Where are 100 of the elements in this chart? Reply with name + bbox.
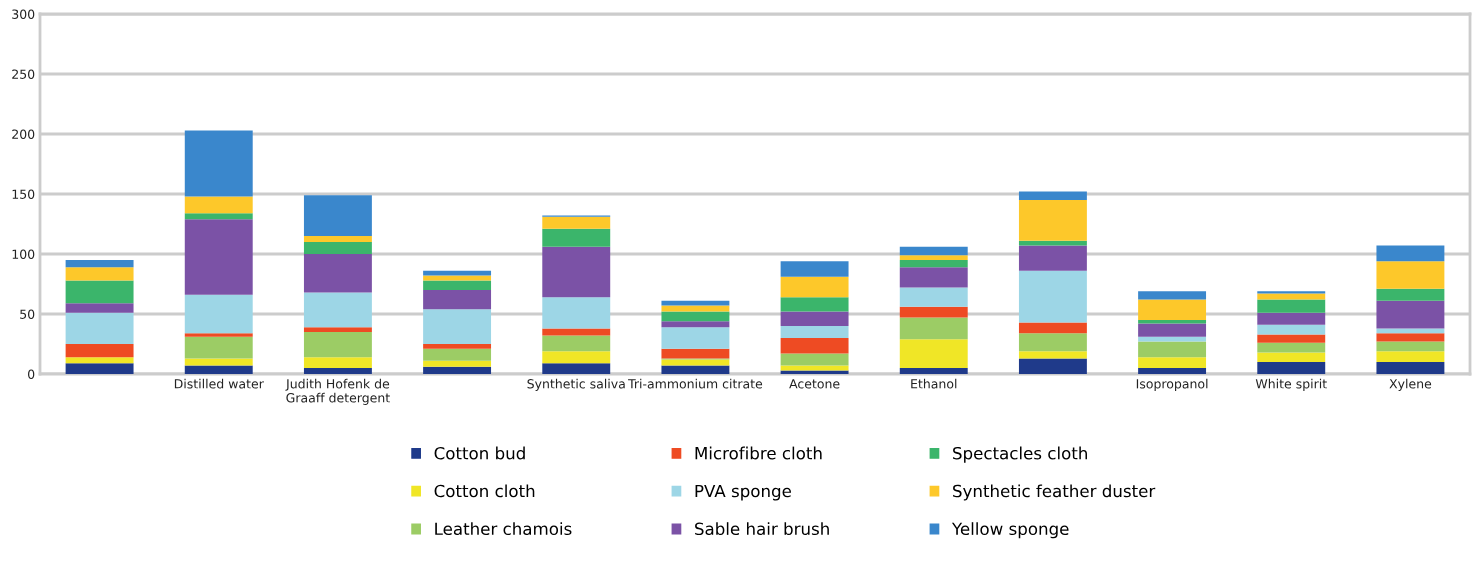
bar <box>1138 291 1207 300</box>
bar <box>65 260 134 268</box>
legend-label: Synthetic feather duster <box>953 484 1156 501</box>
y-tick-label: 250 <box>12 69 35 79</box>
legend-label: PVA sponge <box>695 484 791 501</box>
x-tick-label: Acetone <box>789 379 840 389</box>
y-tick-label: 300 <box>12 9 35 19</box>
bar <box>65 312 134 344</box>
bar <box>184 333 253 337</box>
bar <box>1138 341 1207 358</box>
bar <box>1376 300 1445 329</box>
bar <box>65 363 134 374</box>
bar <box>899 255 968 260</box>
bar <box>899 368 968 374</box>
bar <box>1018 322 1087 334</box>
bar <box>542 297 611 329</box>
bar <box>1257 352 1326 362</box>
y-tick-label: 200 <box>12 129 35 139</box>
bar <box>899 246 968 256</box>
bar <box>423 280 492 290</box>
y-tick-label: 50 <box>20 309 35 319</box>
bar <box>303 332 372 358</box>
bar <box>780 261 849 277</box>
x-tick-label: Judith Hofenk de Graaff detergent <box>285 378 390 405</box>
bar <box>423 366 492 374</box>
bar <box>423 344 492 349</box>
bar <box>780 338 849 354</box>
bar <box>542 216 611 229</box>
bar <box>303 357 372 368</box>
bar <box>423 309 492 344</box>
bar <box>661 311 730 322</box>
y-tick-label: 0 <box>28 369 35 379</box>
bar <box>899 267 968 288</box>
x-tick-label: Ethanol <box>911 378 957 389</box>
bar <box>1257 291 1326 294</box>
bar <box>1138 299 1207 320</box>
bar <box>184 294 253 334</box>
bar <box>1257 299 1326 313</box>
bar <box>1376 288 1445 301</box>
bar <box>1138 320 1207 324</box>
bar <box>184 365 253 374</box>
bar <box>899 260 968 268</box>
bar <box>899 317 968 340</box>
bar <box>423 348 492 361</box>
x-tick-label: Isopropanol <box>1136 378 1208 391</box>
bar <box>1138 357 1207 368</box>
bar <box>1257 342 1326 353</box>
bar <box>542 228 611 247</box>
bar <box>303 195 372 236</box>
bar <box>542 328 611 336</box>
x-tick-label: Distilled water <box>174 378 264 389</box>
bar <box>1018 200 1087 241</box>
bar <box>661 365 730 374</box>
bar <box>542 363 611 374</box>
bar <box>1257 324 1326 335</box>
bar <box>1257 334 1326 343</box>
bar <box>899 339 968 368</box>
bar <box>1376 341 1445 352</box>
bar <box>1376 362 1445 374</box>
bar <box>65 344 134 358</box>
legend-label: Microfibre cloth <box>695 446 822 460</box>
bar <box>184 213 253 220</box>
bar <box>1018 358 1087 374</box>
bar <box>1376 351 1445 362</box>
bar <box>780 297 849 312</box>
bar <box>65 267 134 281</box>
bar <box>661 348 730 359</box>
y-tick-label: 150 <box>12 189 35 199</box>
bar <box>780 326 849 338</box>
legend-label: Leather chamois <box>435 522 572 536</box>
bar <box>1018 191 1087 200</box>
y-tick-label: 100 <box>12 249 35 259</box>
bar <box>542 246 611 298</box>
bar <box>65 280 134 304</box>
x-tick-label: White spirit <box>1255 378 1327 391</box>
bar <box>1018 333 1087 352</box>
bar <box>1138 368 1207 374</box>
x-tick-label: Synthetic saliva <box>527 378 625 391</box>
bar <box>661 359 730 366</box>
bar <box>303 254 372 293</box>
bar <box>184 358 253 366</box>
bar <box>661 327 730 349</box>
x-tick-label: Tri-ammonium citrate <box>628 378 763 389</box>
bar <box>1018 240 1087 246</box>
legend-label: Sable hair brush <box>695 522 829 536</box>
bar <box>423 360 492 367</box>
bar <box>303 242 372 254</box>
bar <box>1257 312 1326 325</box>
bar <box>899 287 968 307</box>
bar <box>661 300 730 306</box>
bar <box>423 270 492 276</box>
bar <box>1018 245 1087 271</box>
bar <box>661 305 730 312</box>
bar <box>303 327 372 332</box>
bar <box>303 236 372 242</box>
bar <box>780 311 849 326</box>
bar <box>184 336 253 359</box>
bar <box>1376 333 1445 342</box>
bar <box>184 130 253 197</box>
bar <box>1018 351 1087 359</box>
